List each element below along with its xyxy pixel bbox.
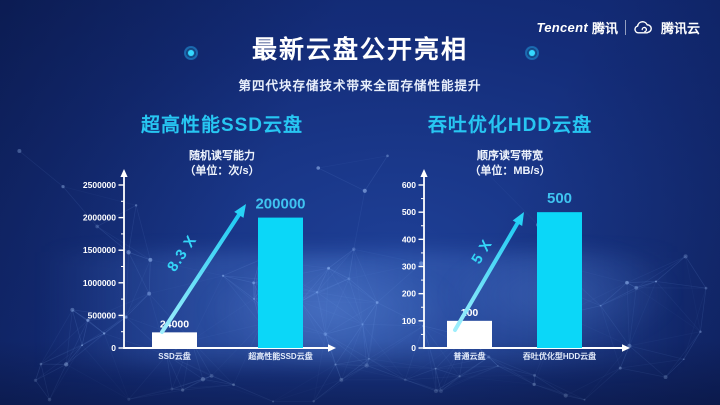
chart-plot-ssd: 0 500000 1000000 1500000 2000000 2500000 24000… [64, 168, 364, 373]
bar-0 [447, 320, 492, 348]
chart-panel-hdd: 吞吐优化HDD云盘 顺序读写带宽 （单位：MB/s） [360, 110, 660, 179]
metric-unit: （单位：次/s） [184, 165, 260, 177]
y-tick-label: 500 [402, 207, 416, 217]
header: 最新云盘公开亮相 第四代块存储技术带来全面存储性能提升 [0, 0, 720, 94]
category-label: 超高性能SSD云盘 [247, 351, 312, 361]
chart-panel-ssd: 超高性能SSD云盘 随机读写能力 （单位：次/s） [72, 110, 372, 179]
x-axis-arrow [622, 344, 630, 352]
decorative-dot-right [525, 46, 539, 60]
logo-divider [624, 20, 626, 35]
cloud-icon [634, 21, 652, 34]
y-tick-label: 600 [402, 180, 416, 190]
chart-title-ssd: 超高性能SSD云盘 [140, 115, 304, 136]
metric-name: 随机读写能力 [189, 150, 255, 162]
y-axis-arrow [120, 169, 128, 177]
multiplier-label: 8.3 X [164, 232, 200, 275]
multiplier-label: 5 X [468, 236, 496, 267]
chart-metric-hdd: 顺序读写带宽 （单位：MB/s） [360, 149, 660, 179]
page-title: 最新云盘公开亮相 [251, 36, 468, 64]
page-subtitle: 第四代块存储技术带来全面存储性能提升 [238, 79, 482, 93]
bar-value-label: 500 [547, 190, 572, 207]
y-tick-label: 500000 [88, 310, 117, 320]
chart-title-hdd: 吞吐优化HDD云盘 [427, 115, 593, 136]
tencent-logo: Tencent 腾讯 腾讯云 [536, 18, 700, 37]
y-tick-label: 300 [402, 262, 416, 272]
bottom-vignette [0, 341, 720, 405]
y-tick-label: 100 [402, 316, 416, 326]
y-tick-label: 0 [111, 343, 116, 353]
tencent-cloud-wordmark: 腾讯云 [660, 21, 700, 36]
tencent-wordmark-cn: 腾讯 [591, 21, 618, 36]
decorative-dot-left [184, 46, 198, 60]
y-tick-label: 0 [411, 343, 416, 353]
chart-metric-ssd: 随机读写能力 （单位：次/s） [72, 149, 372, 179]
multiplier-arrow [160, 212, 241, 334]
multiplier-arrow [453, 221, 520, 332]
x-axis-arrow [328, 344, 336, 352]
metric-unit: （单位：MB/s） [469, 165, 551, 177]
y-tick-label: 2500000 [83, 180, 116, 190]
category-label: 吞吐优化型HDD云盘 [523, 351, 596, 361]
multiplier-arrowhead [234, 204, 246, 218]
y-tick-label: 2000000 [83, 213, 116, 223]
bar-1 [537, 212, 582, 348]
bar-chart-svg: 0500000100000015000002000000250000024000… [83, 169, 336, 361]
bar-1 [258, 217, 303, 348]
chart-plot-hdd: 0 100 200 300 400 500 600 100 普通云盘 500 吞吐优化型HDD云盘 5… [400, 168, 700, 373]
category-label: SSD云盘 [158, 351, 190, 361]
y-axis-arrow [420, 169, 428, 177]
y-tick-label: 400 [402, 234, 416, 244]
y-tick-label: 1000000 [83, 278, 116, 288]
y-tick-label: 1500000 [83, 245, 116, 255]
bar-0 [152, 332, 197, 348]
y-tick-label: 200 [402, 289, 416, 299]
category-label: 普通云盘 [454, 351, 486, 361]
bar-value-label: 200000 [255, 196, 305, 213]
bar-chart-svg: 0100200300400500600100普通云盘500吞吐优化型HDD云盘5… [402, 169, 630, 361]
multiplier-arrowhead [512, 212, 524, 226]
tencent-wordmark: Tencent [536, 20, 588, 35]
metric-name: 顺序读写带宽 [477, 150, 543, 162]
